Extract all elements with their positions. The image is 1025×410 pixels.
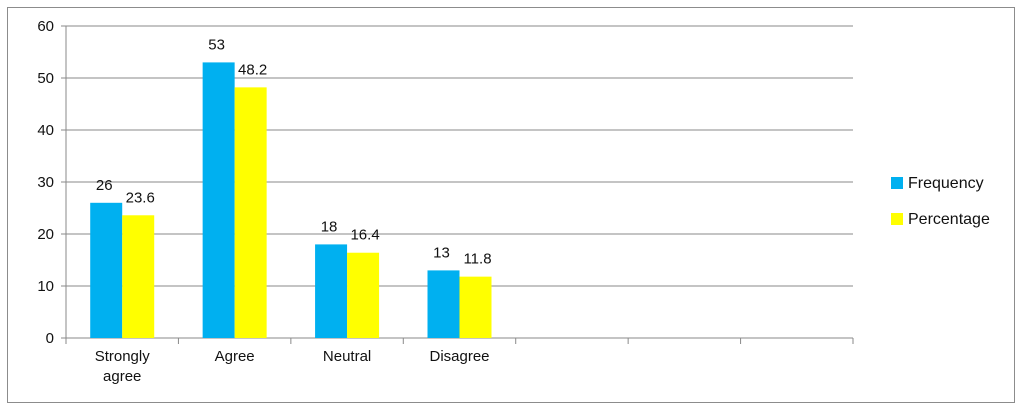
percentage-bar bbox=[122, 215, 155, 338]
y-tick-label: 40 bbox=[37, 122, 54, 139]
percentage-data-label: 48.2 bbox=[238, 61, 267, 78]
gridlines bbox=[66, 25, 853, 287]
frequency-bar bbox=[202, 62, 235, 339]
percentage-bar bbox=[459, 276, 492, 338]
legend-swatch bbox=[891, 213, 903, 225]
x-category-label: Strongly bbox=[95, 348, 151, 365]
x-category-label: Agree bbox=[215, 348, 255, 365]
frequency-data-label: 26 bbox=[96, 177, 113, 194]
legend-label: Frequency bbox=[908, 175, 984, 192]
frequency-bar bbox=[315, 244, 348, 338]
bars bbox=[90, 62, 492, 339]
frequency-data-label: 13 bbox=[433, 244, 450, 261]
frequency-bar bbox=[90, 202, 123, 338]
frequency-bar bbox=[427, 270, 460, 338]
legend-swatch bbox=[891, 177, 903, 189]
x-axis: Strongly agree Agree Neutral Disagree bbox=[65, 337, 854, 385]
y-tick-label: 50 bbox=[37, 70, 54, 87]
y-tick-label: 30 bbox=[37, 174, 54, 191]
legend-label: Percentage bbox=[908, 211, 990, 228]
legend: Frequency Percentage bbox=[891, 175, 990, 228]
frequency-data-label: 18 bbox=[321, 218, 338, 235]
y-tick-label: 60 bbox=[37, 18, 54, 35]
y-tick-label: 10 bbox=[37, 278, 54, 295]
x-category-label: agree bbox=[103, 368, 141, 385]
percentage-data-label: 11.8 bbox=[463, 251, 491, 268]
percentage-data-label: 23.6 bbox=[126, 189, 155, 206]
chart-frame bbox=[7, 7, 1015, 403]
percentage-data-label: 16.4 bbox=[350, 227, 379, 244]
y-tick-label: 0 bbox=[46, 330, 54, 347]
y-tick-label: 20 bbox=[37, 226, 54, 243]
y-axis: 0 10 20 30 40 50 60 bbox=[37, 18, 67, 347]
percentage-bar bbox=[347, 252, 380, 338]
x-category-label: Disagree bbox=[429, 348, 489, 365]
x-category-label: Neutral bbox=[323, 348, 371, 365]
percentage-bar bbox=[234, 87, 267, 338]
frequency-data-label: 53 bbox=[208, 36, 225, 53]
data-labels: 26 53 18 13 23.6 48.2 16.4 11.8 bbox=[96, 36, 492, 267]
